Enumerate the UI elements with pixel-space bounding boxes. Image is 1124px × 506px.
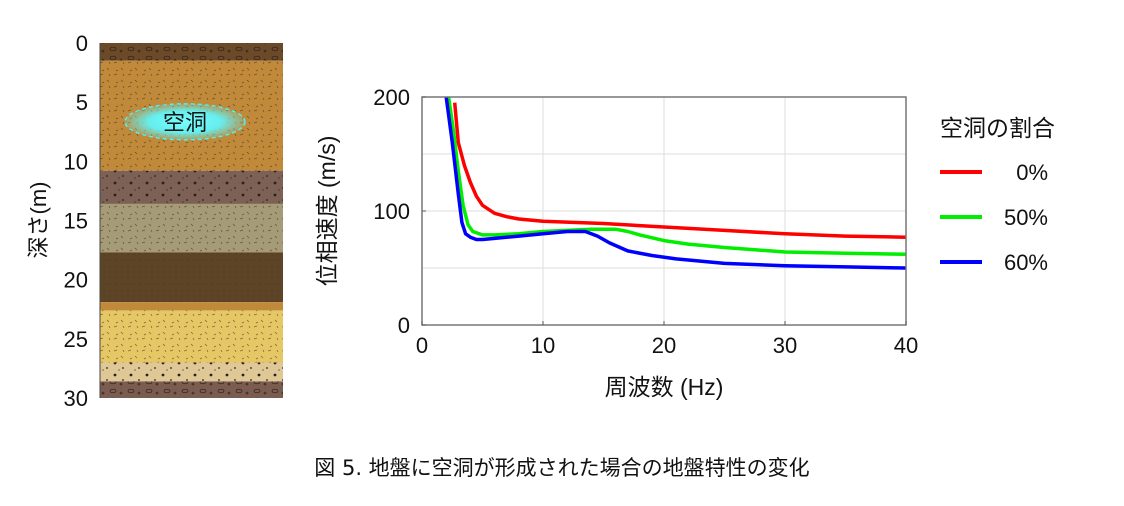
y-axis-label: 位相速度 (m/s) [314, 136, 340, 287]
figure-svg: 0 5 10 15 20 25 30 深さ(m) 空洞 0 10 20 30 40 0 100 200 周波数 … [26, 31, 1055, 411]
x-tick-label: 30 [773, 333, 797, 358]
void-label: 空洞 [163, 110, 207, 135]
soil-layer-texture [100, 170, 283, 204]
soil-layer-texture [100, 203, 283, 253]
depth-tick-label: 15 [64, 209, 88, 234]
series-line-60pct [444, 97, 906, 270]
soil-layer-texture [100, 252, 283, 303]
depth-tick-label: 25 [64, 327, 88, 352]
phase-velocity-chart: 0 10 20 30 40 0 100 200 周波数 (Hz) 位相速度 (m/s) 空洞の割合 0… [314, 85, 1055, 400]
x-tick-label: 10 [531, 333, 555, 358]
series-line-0pct [452, 102, 906, 239]
depth-axis-label: 深さ(m) [26, 182, 51, 259]
figure-caption: 図 5. 地盤に空洞が形成された場合の地盤特性の変化 [314, 456, 810, 480]
x-axis-label: 周波数 (Hz) [605, 374, 724, 400]
soil-layer [100, 302, 283, 311]
y-tick-label: 0 [398, 313, 410, 338]
x-tick-label: 0 [416, 333, 428, 358]
legend-label: 0% [1016, 160, 1048, 185]
soil-layer-texture [100, 381, 283, 398]
soil-layer-texture [100, 310, 283, 363]
legend-label: 50% [1004, 205, 1048, 230]
y-tick-label: 100 [373, 199, 410, 224]
x-tick-label: 40 [894, 333, 918, 358]
legend-label: 60% [1004, 250, 1048, 275]
soil-layer-texture [100, 362, 283, 382]
void-ellipse [124, 103, 246, 141]
depth-tick-label: 0 [76, 31, 88, 56]
series-line-50pct [446, 97, 906, 257]
legend-title: 空洞の割合 [940, 115, 1055, 141]
soil-column: 0 5 10 15 20 25 30 深さ(m) 空洞 [26, 31, 283, 411]
y-tick-label: 200 [373, 85, 410, 110]
depth-tick-label: 10 [64, 149, 88, 174]
depth-tick-label: 20 [64, 268, 88, 293]
depth-tick-label: 30 [64, 386, 88, 411]
x-tick-label: 20 [652, 333, 676, 358]
depth-tick-label: 5 [76, 90, 88, 115]
soil-layer-texture [100, 43, 283, 61]
